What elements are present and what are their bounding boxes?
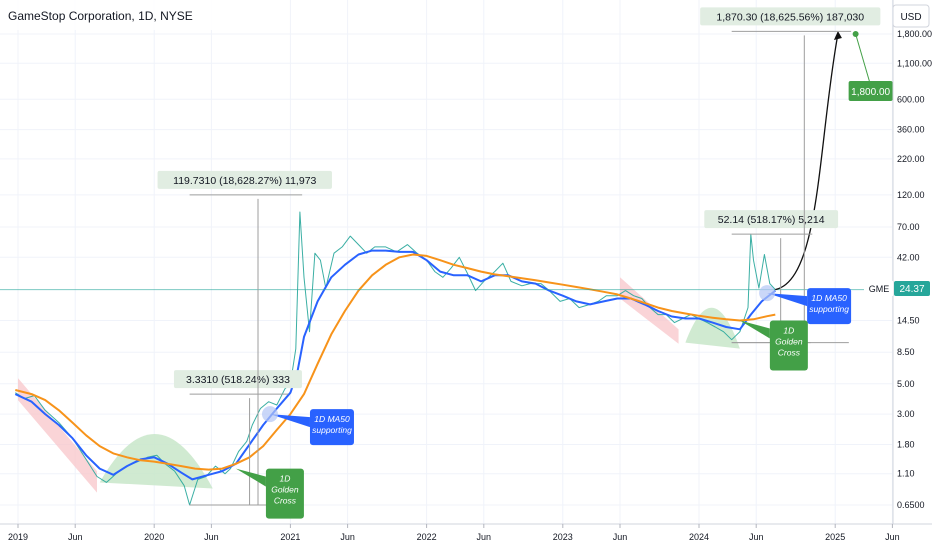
callout-box[interactable] <box>769 320 808 371</box>
y-tick-label: 42.00 <box>897 252 920 262</box>
x-tick-label: Jun <box>885 532 900 542</box>
measure-label: 1,870.30 (18,625.56%) 187,030 <box>716 11 864 23</box>
x-tick-label: 2023 <box>553 532 573 542</box>
x-tick-label: 2021 <box>280 532 300 542</box>
callout-pointer <box>767 293 808 307</box>
callout-text: Cross <box>274 496 297 506</box>
callout-text: supporting <box>809 304 849 314</box>
measure-label: 52.14 (518.17%) 5,214 <box>718 214 825 226</box>
support-highlight <box>759 285 776 302</box>
measure-label-bg <box>173 370 302 389</box>
y-tick-label: 3.00 <box>897 409 915 419</box>
y-tick-label: 1,100.00 <box>897 58 932 68</box>
price-axis[interactable]: 1,800.00 1,100.00 600.00 360.00 220.00 120.00… <box>897 29 932 510</box>
y-tick-label: 5.00 <box>897 379 915 389</box>
price-line <box>15 211 776 506</box>
measurement-tools: 3.3310 (518.24%) 333 119.7310 (18,628.27%… <box>157 7 881 506</box>
callout-text: 1D MA50 <box>314 414 350 424</box>
y-tick-label: 14.50 <box>897 315 920 325</box>
callout-box[interactable] <box>265 468 304 519</box>
callout-pointer <box>739 320 770 339</box>
y-tick-label: 70.00 <box>897 222 920 232</box>
y-tick-label: 220.00 <box>897 154 925 164</box>
y-tick-label: 120.00 <box>897 190 925 200</box>
support-highlight <box>261 406 278 423</box>
callout-box[interactable] <box>807 288 852 325</box>
callout-text: 1D <box>279 474 290 484</box>
target-pointer <box>855 33 871 83</box>
y-tick-label: 600.00 <box>897 94 925 104</box>
x-tick-label: Jun <box>68 532 83 542</box>
y-tick-label: 360.00 <box>897 125 925 135</box>
x-tick-label: 2025 <box>825 532 845 542</box>
x-tick-label: 2022 <box>417 532 437 542</box>
callout-text: Cross <box>778 347 801 357</box>
x-tick-label: Jun <box>204 532 219 542</box>
title-bg <box>0 0 232 30</box>
y-tick-label: 1.10 <box>897 469 915 479</box>
currency-button[interactable] <box>892 4 930 28</box>
symbol-label-bg <box>864 281 893 296</box>
projection-arrowhead <box>833 31 842 40</box>
x-tick-label: 2024 <box>689 532 709 542</box>
time-axis[interactable]: 2019 Jun 2020 Jun 2021 Jun 2022 Jun 2023 Jun 2024 J… <box>8 524 900 542</box>
x-tick-label: Jun <box>477 532 492 542</box>
callout-text: supporting <box>312 425 352 435</box>
y-tick-label: 1,800.00 <box>897 29 932 39</box>
x-tick-label: 2019 <box>8 532 28 542</box>
y-tick-label: 0.6500 <box>897 500 925 510</box>
x-tick-label: 2020 <box>144 532 164 542</box>
grid-lines <box>0 0 893 524</box>
chart-title: GameStop Corporation, 1D, NYSE <box>8 9 193 23</box>
measure-label: 3.3310 (518.24%) 333 <box>186 374 290 386</box>
callout-text: 1D MA50 <box>811 293 847 303</box>
callout-text: Golden <box>775 336 803 346</box>
target-label-bg[interactable] <box>848 81 893 101</box>
series-lines <box>0 31 893 506</box>
bearish-channel-zone <box>620 277 679 344</box>
x-tick-label: Jun <box>613 532 628 542</box>
symbol-label: GME <box>869 284 890 294</box>
y-tick-label: 8.50 <box>897 347 915 357</box>
y-tick-label: 1.80 <box>897 439 915 449</box>
callout-box[interactable] <box>309 409 354 446</box>
measure-label-bg <box>157 170 332 189</box>
ma50-line <box>14 249 776 481</box>
callout-text: Golden <box>271 485 299 495</box>
target-label: 1,800.00 <box>851 87 890 98</box>
measure-label: 119.7310 (18,628.27%) 11,973 <box>173 175 316 187</box>
last-price-value: 24.37 <box>899 284 924 295</box>
callout-pointer <box>235 468 266 487</box>
last-price-badge <box>894 281 930 296</box>
currency-label: USD <box>900 12 921 23</box>
measure-label-bg <box>700 7 881 26</box>
x-tick-label: Jun <box>749 532 764 542</box>
callout-pointer <box>269 414 310 428</box>
callout-text: 1D <box>783 325 794 335</box>
projection-curve <box>775 33 839 291</box>
ma200-line <box>15 253 776 471</box>
x-tick-label: Jun <box>340 532 355 542</box>
